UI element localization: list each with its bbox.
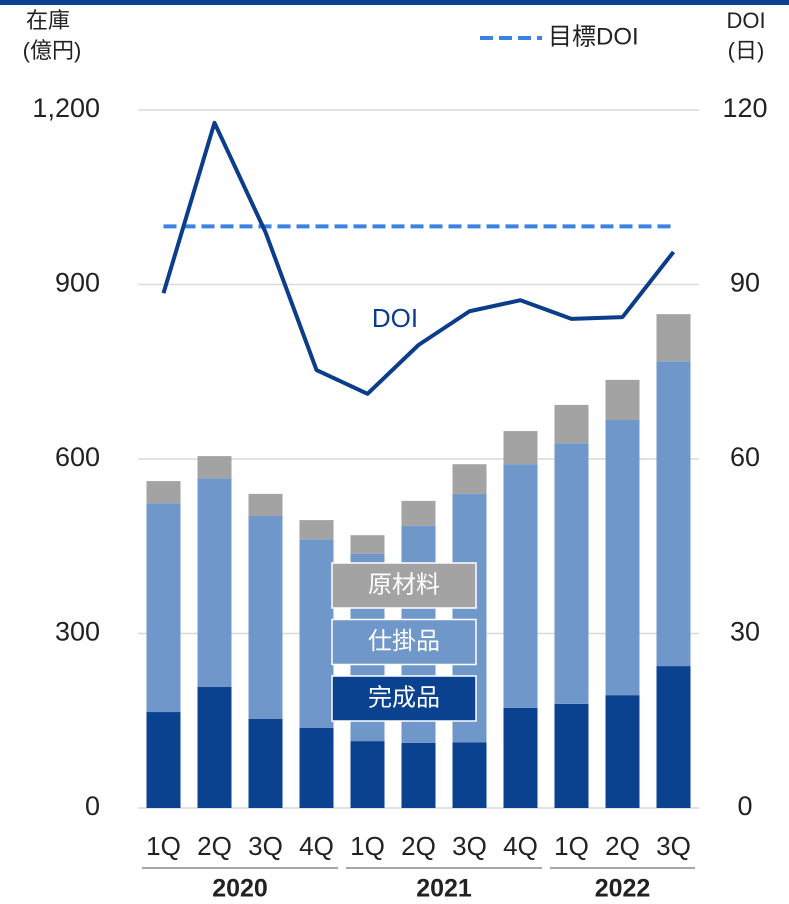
bar-segment — [554, 703, 589, 808]
y2-tick-label: 0 — [737, 791, 752, 821]
bar-segment — [503, 707, 538, 808]
bar-segment — [503, 464, 538, 708]
legend-box — [331, 675, 477, 722]
legend-label: 完成品 — [368, 684, 440, 711]
bar-segment — [656, 361, 691, 667]
bar-segment — [656, 314, 691, 362]
y2-tick-label: 60 — [730, 442, 760, 472]
y-tick-label: 600 — [55, 442, 100, 472]
bar-segment — [554, 443, 589, 704]
legend-label: 仕掛品 — [368, 628, 440, 655]
bar-segment — [350, 535, 385, 554]
bar-segment — [554, 404, 589, 444]
bar-segment — [146, 712, 181, 808]
y2-tick-label: 30 — [730, 617, 760, 647]
bar-segment — [452, 464, 487, 494]
x-tick-label: 2Q — [401, 831, 436, 861]
bar-segment — [197, 687, 232, 808]
y2-tick-label: 90 — [730, 268, 760, 298]
x-tick-label: 1Q — [146, 831, 181, 861]
bar-segment — [401, 742, 436, 808]
bar-segment — [146, 503, 181, 713]
doi-line — [161, 120, 676, 396]
legend-box — [331, 618, 477, 666]
x-tick-label: 2Q — [605, 831, 640, 861]
bar-segment — [299, 539, 334, 728]
legend-label: 原材料 — [368, 571, 440, 598]
x-tick-label: 4Q — [503, 831, 538, 861]
bar-segment — [452, 742, 487, 808]
y-tick-label: 300 — [55, 617, 100, 647]
x-tick-label: 1Q — [350, 831, 385, 861]
group-label: 2022 — [595, 875, 651, 903]
bar-segment — [605, 379, 640, 421]
x-tick-label: 3Q — [248, 831, 283, 861]
x-tick-label: 3Q — [656, 831, 691, 861]
bar-segment — [605, 695, 640, 808]
y-axis-title: (億円) — [23, 38, 82, 63]
bar-segment — [605, 420, 640, 696]
x-tick-label: 3Q — [452, 831, 487, 861]
bar-segment — [197, 456, 232, 479]
bar-segment — [248, 516, 283, 720]
bar-segment — [350, 741, 385, 808]
bar-segment — [503, 431, 538, 465]
y-tick-label: 900 — [55, 268, 100, 298]
x-tick-label: 2Q — [197, 831, 232, 861]
group-label: 2021 — [416, 875, 472, 903]
bar-segment — [248, 493, 283, 517]
legend-box — [331, 562, 477, 609]
x-tick-label: 4Q — [299, 831, 334, 861]
x-tick-label: 1Q — [554, 831, 589, 861]
line-label: DOI — [372, 303, 418, 333]
bar-segment — [248, 719, 283, 808]
y2-axis-title: DOI — [726, 8, 765, 33]
bar-segment — [401, 500, 436, 526]
group-label: 2020 — [212, 875, 268, 903]
y-axis-title: 在庫 — [26, 8, 70, 33]
top-bar — [0, 0, 789, 5]
bar-segment — [299, 520, 334, 540]
y-tick-label: 0 — [85, 791, 100, 821]
legend-label: 目標DOI — [548, 23, 639, 50]
bar-segment — [197, 478, 232, 688]
y-tick-label: 1,200 — [32, 93, 100, 123]
bar-segment — [146, 481, 181, 504]
bar-segment — [299, 727, 334, 808]
bar-segment — [656, 666, 691, 808]
y2-axis-title: (日) — [728, 38, 765, 63]
y2-tick-label: 120 — [722, 93, 767, 123]
